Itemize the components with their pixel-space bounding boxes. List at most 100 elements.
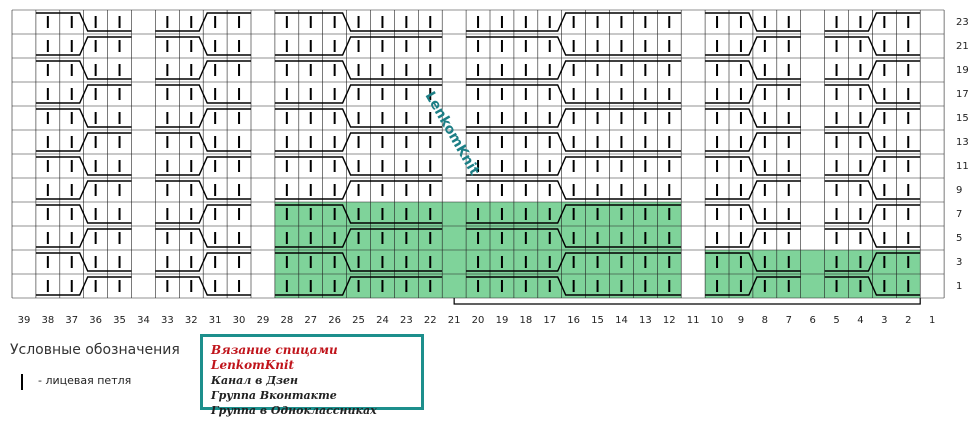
cable xyxy=(35,60,132,80)
cable xyxy=(466,60,682,80)
column-label: 4 xyxy=(857,315,863,326)
column-label: 12 xyxy=(663,315,676,326)
column-label: 38 xyxy=(41,315,54,326)
cable xyxy=(466,84,682,104)
column-label: 18 xyxy=(519,315,532,326)
cable xyxy=(155,84,251,104)
cable xyxy=(35,252,132,272)
column-label: 7 xyxy=(786,315,792,326)
column-label: 33 xyxy=(161,315,174,326)
info-box: Вязание спицами LenkomKnit Канал в Дзен … xyxy=(200,334,424,417)
cable xyxy=(705,84,801,104)
column-label: 3 xyxy=(881,315,887,326)
cable xyxy=(705,156,801,176)
legend-symbol xyxy=(21,374,23,390)
cable xyxy=(35,132,132,152)
column-label: 39 xyxy=(18,315,31,326)
cable xyxy=(466,36,682,56)
cable xyxy=(274,228,443,248)
column-label: 27 xyxy=(304,315,317,326)
column-label: 11 xyxy=(687,315,700,326)
column-label: 24 xyxy=(376,315,389,326)
cable xyxy=(705,228,801,248)
cable xyxy=(274,204,443,224)
cable xyxy=(824,276,921,296)
cable xyxy=(466,228,682,248)
cable xyxy=(824,36,921,56)
row-label: 23 xyxy=(956,17,969,28)
cable xyxy=(35,108,132,128)
cable xyxy=(155,60,251,80)
column-label: 20 xyxy=(472,315,485,326)
legend-label: - лицевая петля xyxy=(38,374,132,387)
cable xyxy=(274,252,443,272)
cable xyxy=(274,180,443,200)
column-label: 32 xyxy=(185,315,198,326)
cable xyxy=(274,132,443,152)
cable xyxy=(155,36,251,56)
column-label: 35 xyxy=(113,315,126,326)
cable xyxy=(35,180,132,200)
column-label: 8 xyxy=(762,315,768,326)
column-label: 17 xyxy=(543,315,556,326)
cable xyxy=(705,36,801,56)
row-label: 5 xyxy=(956,233,962,244)
cable xyxy=(35,84,132,104)
cable xyxy=(824,228,921,248)
cable xyxy=(824,84,921,104)
cable xyxy=(274,156,443,176)
cable xyxy=(35,204,132,224)
cable xyxy=(155,252,251,272)
column-label: 30 xyxy=(233,315,246,326)
cable xyxy=(274,276,443,296)
legend-title: Условные обозначения xyxy=(10,342,180,358)
row-label: 21 xyxy=(956,41,969,52)
column-label: 23 xyxy=(400,315,413,326)
column-label: 31 xyxy=(209,315,222,326)
cable xyxy=(466,204,682,224)
column-label: 16 xyxy=(567,315,580,326)
cable xyxy=(35,12,132,32)
cable xyxy=(705,108,801,128)
cable xyxy=(705,204,801,224)
column-label: 37 xyxy=(65,315,78,326)
cable xyxy=(466,276,682,296)
cable xyxy=(466,108,682,128)
knitting-chart: 39 38 37 36 35 34 33 32 31 30 29 28 27 26 25 24 23 22 21 20… xyxy=(11,9,969,326)
column-label: 5 xyxy=(833,315,839,326)
cable xyxy=(824,60,921,80)
row-label: 7 xyxy=(956,209,962,220)
cable xyxy=(705,252,801,272)
column-label: 9 xyxy=(738,315,744,326)
cable xyxy=(155,180,251,200)
cable xyxy=(705,60,801,80)
cable xyxy=(35,228,132,248)
cable xyxy=(824,204,921,224)
column-label: 36 xyxy=(89,315,102,326)
cable xyxy=(824,12,921,32)
column-label: 22 xyxy=(424,315,437,326)
cable xyxy=(824,156,921,176)
info-line: Группа в Одноклассниках xyxy=(211,404,377,417)
cable xyxy=(466,132,682,152)
cable xyxy=(155,156,251,176)
cable xyxy=(274,108,443,128)
row-label: 15 xyxy=(956,113,969,124)
cable xyxy=(705,12,801,32)
column-label: 29 xyxy=(257,315,270,326)
column-label: 19 xyxy=(496,315,509,326)
info-line: Канал в Дзен xyxy=(211,374,299,387)
column-label: 21 xyxy=(448,315,461,326)
cable xyxy=(705,276,801,296)
cable xyxy=(466,180,682,200)
column-label: 34 xyxy=(137,315,150,326)
cable xyxy=(466,12,682,32)
cable xyxy=(824,132,921,152)
cable xyxy=(155,132,251,152)
cable xyxy=(466,252,682,272)
cable xyxy=(274,84,443,104)
cable xyxy=(274,36,443,56)
row-label: 11 xyxy=(956,161,969,172)
cable xyxy=(155,12,251,32)
column-label: 15 xyxy=(591,315,604,326)
